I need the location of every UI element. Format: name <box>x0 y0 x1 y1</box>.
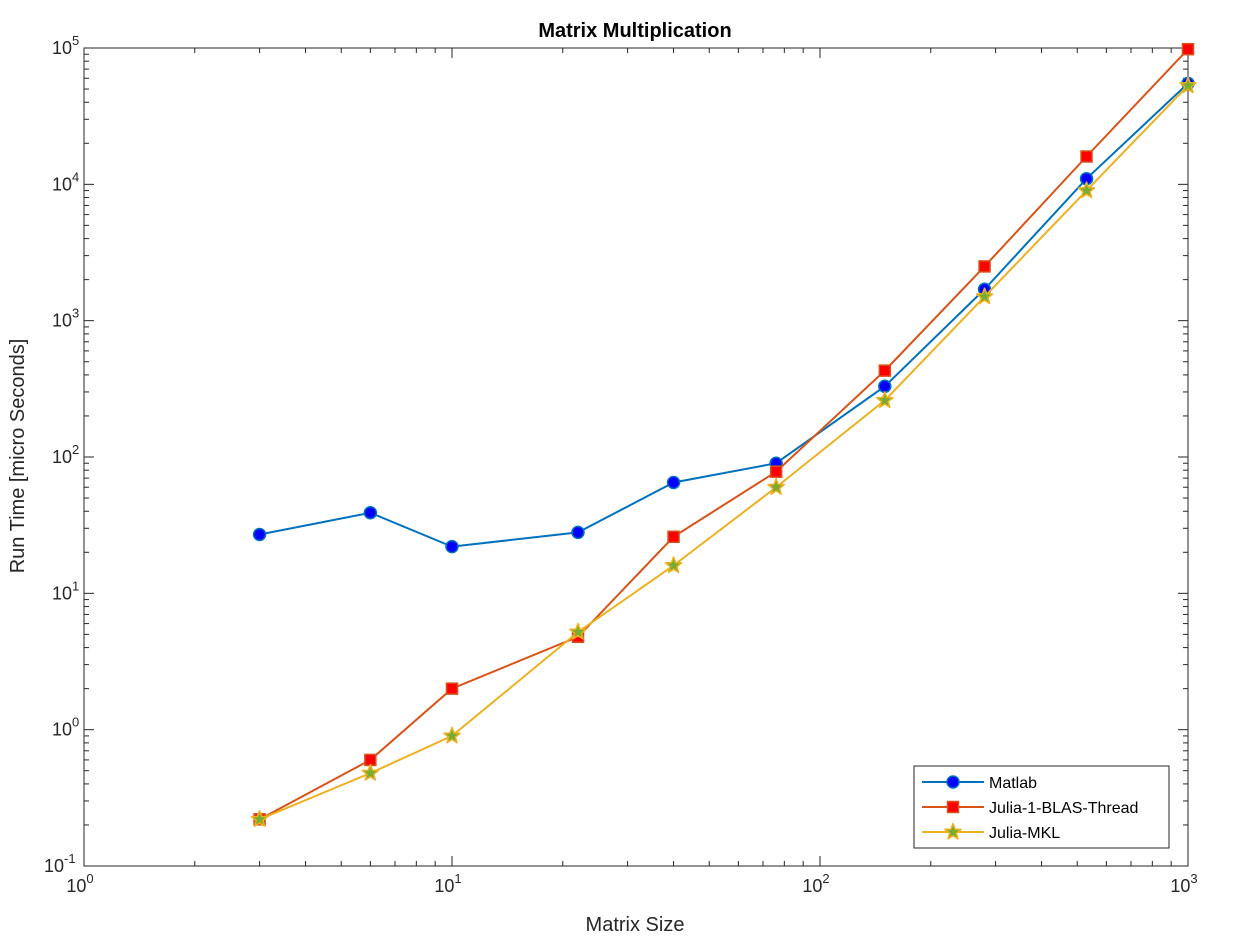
data-point-julia-mkl <box>361 763 380 781</box>
y-tick-label-base: 10 <box>52 447 72 467</box>
data-point-julia-1-blas-thread <box>364 753 377 767</box>
legend-label: Julia-1-BLAS-Thread <box>989 800 1138 817</box>
data-point-matlab <box>878 379 892 394</box>
x-axis-ticks: 100 101 102 103 <box>66 48 1198 896</box>
y-tick-label-exponent: 1 <box>72 578 79 593</box>
y-tick-label-base: 10 <box>52 311 72 331</box>
data-point-matlab <box>571 525 585 540</box>
y-tick-label: 103 <box>52 306 79 331</box>
y-tick-label-exponent: 4 <box>72 169 79 184</box>
data-point-matlab <box>666 475 681 490</box>
y-tick-label-exponent: 0 <box>72 715 79 730</box>
legend-entry-julia-mkl: Julia-MKL <box>922 822 1060 842</box>
series-julia-mkl <box>250 76 1197 827</box>
plot-area <box>83 47 1189 867</box>
y-tick-label-base: 10 <box>52 38 72 58</box>
legend-label: Julia-MKL <box>989 825 1060 842</box>
y-tick-label-exponent: 2 <box>72 442 79 457</box>
y-tick-label: 102 <box>52 442 79 467</box>
series-matlab <box>252 76 1195 554</box>
x-tick-label-exponent: 2 <box>822 871 829 886</box>
chart-title: Matrix Multiplication <box>538 20 731 42</box>
y-tick-label-exponent: -1 <box>64 851 76 866</box>
y-tick-label: 101 <box>52 578 79 603</box>
x-tick-label: 103 <box>1170 871 1197 896</box>
legend-marker <box>946 800 960 814</box>
data-point-julia-mkl <box>443 726 461 744</box>
legend-label: Matlab <box>989 775 1037 792</box>
x-tick-label-base: 10 <box>1170 876 1190 896</box>
data-point-julia-mkl <box>1179 76 1197 94</box>
y-tick-label-base: 10 <box>52 583 72 603</box>
data-point-julia-1-blas-thread <box>1080 150 1093 163</box>
data-point-julia-1-blas-thread <box>1181 42 1195 56</box>
y-tick-label: 104 <box>52 169 79 194</box>
legend: Matlab Julia-1-BLAS-Thread Julia-MKL <box>913 765 1170 849</box>
data-point-julia-mkl <box>875 391 894 409</box>
x-tick-label-base: 10 <box>66 876 86 896</box>
series-line-julia-1-blas-thread <box>259 48 1189 821</box>
data-point-julia-1-blas-thread <box>769 465 783 478</box>
y-tick-label: 105 <box>52 33 79 58</box>
legend-entry-matlab: Matlab <box>922 775 1037 792</box>
series-layer <box>250 42 1197 827</box>
data-point-julia-mkl <box>664 556 683 574</box>
data-point-julia-1-blas-thread <box>878 364 892 377</box>
x-tick-label: 102 <box>802 871 829 896</box>
x-tick-label-exponent: 0 <box>86 871 93 886</box>
data-point-julia-1-blas-thread <box>667 530 680 544</box>
x-tick-label-base: 10 <box>434 876 454 896</box>
data-point-julia-mkl <box>1077 181 1096 199</box>
y-tick-label-exponent: 5 <box>72 33 79 48</box>
data-point-julia-1-blas-thread <box>445 682 459 695</box>
series-line-julia-mkl <box>259 84 1189 821</box>
y-tick-label: 100 <box>52 715 79 740</box>
x-tick-label-exponent: 3 <box>1190 871 1197 886</box>
y-tick-label-base: 10 <box>52 174 72 194</box>
data-point-julia-1-blas-thread <box>978 260 991 273</box>
data-point-matlab <box>252 527 267 542</box>
data-point-julia-mkl <box>767 478 785 495</box>
legend-entry-julia-1-blas-thread: Julia-1-BLAS-Thread <box>922 800 1138 817</box>
y-tick-label-base: 10 <box>44 856 64 876</box>
legend-marker <box>946 775 960 789</box>
x-tick-label-base: 10 <box>802 876 822 896</box>
x-tick-label: 101 <box>434 871 461 896</box>
y-tick-label-base: 10 <box>52 720 72 740</box>
data-point-matlab <box>363 506 378 520</box>
x-tick-label: 100 <box>66 871 93 896</box>
data-point-matlab <box>445 539 459 554</box>
x-tick-label-exponent: 1 <box>454 871 461 886</box>
x-axis-label: Matrix Size <box>586 914 685 936</box>
y-axis-label: Run Time [micro Seconds] <box>7 339 29 574</box>
series-line-matlab <box>259 82 1189 548</box>
data-point-julia-mkl <box>569 622 587 640</box>
y-tick-label-exponent: 3 <box>72 306 79 321</box>
data-point-julia-mkl <box>250 810 269 827</box>
legend-marker <box>944 822 962 840</box>
y-tick-label: 10-1 <box>44 851 76 876</box>
data-point-julia-mkl <box>975 287 994 305</box>
